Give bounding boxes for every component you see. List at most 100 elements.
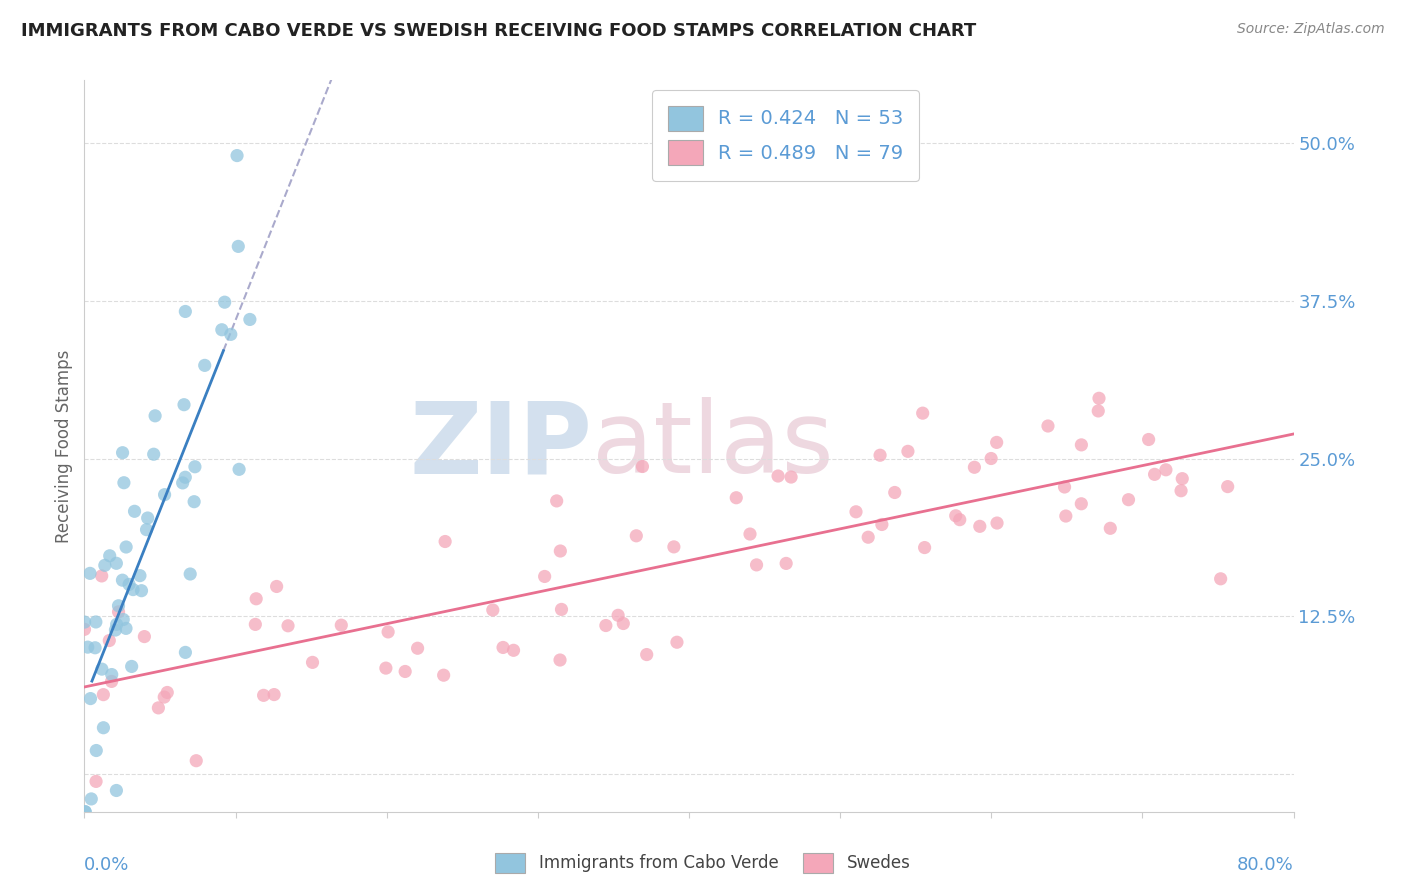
Point xyxy=(1087,404,1109,418)
Point xyxy=(1099,521,1122,535)
Point xyxy=(105,617,128,632)
Point xyxy=(738,527,761,541)
Point xyxy=(98,549,121,563)
Point xyxy=(607,608,630,623)
Point xyxy=(1170,483,1192,498)
Point xyxy=(194,359,217,373)
Point xyxy=(73,623,96,637)
Point xyxy=(153,690,176,704)
Point xyxy=(481,603,503,617)
Point xyxy=(869,448,891,462)
Point xyxy=(90,569,112,583)
Point xyxy=(184,459,207,474)
Point xyxy=(502,643,524,657)
Point xyxy=(93,688,115,702)
Point xyxy=(239,312,262,326)
Point xyxy=(377,624,399,639)
Point xyxy=(228,462,250,476)
Point xyxy=(115,540,138,554)
Point xyxy=(111,573,134,587)
Point xyxy=(725,491,748,505)
Point xyxy=(121,659,143,673)
Point xyxy=(94,558,117,573)
Point xyxy=(1118,492,1140,507)
Point xyxy=(980,451,1002,466)
Point xyxy=(75,805,97,819)
Point xyxy=(211,323,233,337)
Point xyxy=(550,602,572,616)
Point xyxy=(226,239,249,253)
Point xyxy=(143,409,166,423)
Point xyxy=(1137,433,1160,447)
Point xyxy=(1054,509,1077,524)
Point xyxy=(263,688,285,702)
Point xyxy=(745,558,768,572)
Text: IMMIGRANTS FROM CABO VERDE VS SWEDISH RECEIVING FOOD STAMPS CORRELATION CHART: IMMIGRANTS FROM CABO VERDE VS SWEDISH RE… xyxy=(21,22,976,40)
Point xyxy=(93,721,115,735)
Point xyxy=(112,475,135,490)
Point xyxy=(179,567,201,582)
Point xyxy=(911,406,934,420)
Point xyxy=(433,668,456,682)
Point xyxy=(174,304,197,318)
Point xyxy=(105,557,128,571)
Point xyxy=(780,470,803,484)
Point xyxy=(142,447,165,461)
Point xyxy=(129,568,152,582)
Point xyxy=(548,653,571,667)
Point xyxy=(79,691,101,706)
Point xyxy=(173,398,195,412)
Point xyxy=(107,605,129,619)
Point xyxy=(1143,467,1166,482)
Point xyxy=(301,656,323,670)
Point xyxy=(1216,480,1239,494)
Text: ZIP: ZIP xyxy=(409,398,592,494)
Point xyxy=(183,494,205,508)
Point xyxy=(135,523,157,537)
Point xyxy=(775,557,797,571)
Point xyxy=(533,569,555,583)
Point xyxy=(174,645,197,659)
Point xyxy=(612,616,634,631)
Point xyxy=(84,774,107,789)
Point xyxy=(665,635,688,649)
Point xyxy=(111,446,134,460)
Point xyxy=(856,530,879,544)
Point xyxy=(148,701,170,715)
Point xyxy=(963,460,986,475)
Point xyxy=(1070,438,1092,452)
Point xyxy=(845,505,868,519)
Point xyxy=(104,623,127,637)
Point xyxy=(172,475,194,490)
Point xyxy=(75,805,97,819)
Point xyxy=(226,148,249,162)
Point xyxy=(174,470,197,484)
Point xyxy=(79,566,101,581)
Point xyxy=(153,488,176,502)
Point xyxy=(406,641,429,656)
Point xyxy=(394,665,416,679)
Point xyxy=(136,511,159,525)
Text: Source: ZipAtlas.com: Source: ZipAtlas.com xyxy=(1237,22,1385,37)
Point xyxy=(914,541,936,555)
Point xyxy=(122,582,145,597)
Point xyxy=(105,783,128,797)
Point xyxy=(1053,480,1076,494)
Point xyxy=(76,640,98,654)
Point xyxy=(84,640,107,655)
Text: atlas: atlas xyxy=(592,398,834,494)
Point xyxy=(330,618,353,632)
Point xyxy=(766,469,789,483)
Point xyxy=(107,599,129,613)
Point xyxy=(897,444,920,458)
Point xyxy=(100,667,122,681)
Point xyxy=(1154,463,1177,477)
Point xyxy=(131,583,153,598)
Point xyxy=(124,504,146,518)
Point xyxy=(662,540,685,554)
Point xyxy=(986,516,1008,530)
Text: 0.0%: 0.0% xyxy=(84,856,129,874)
Point xyxy=(219,327,242,342)
Point xyxy=(945,508,967,523)
Point xyxy=(374,661,396,675)
